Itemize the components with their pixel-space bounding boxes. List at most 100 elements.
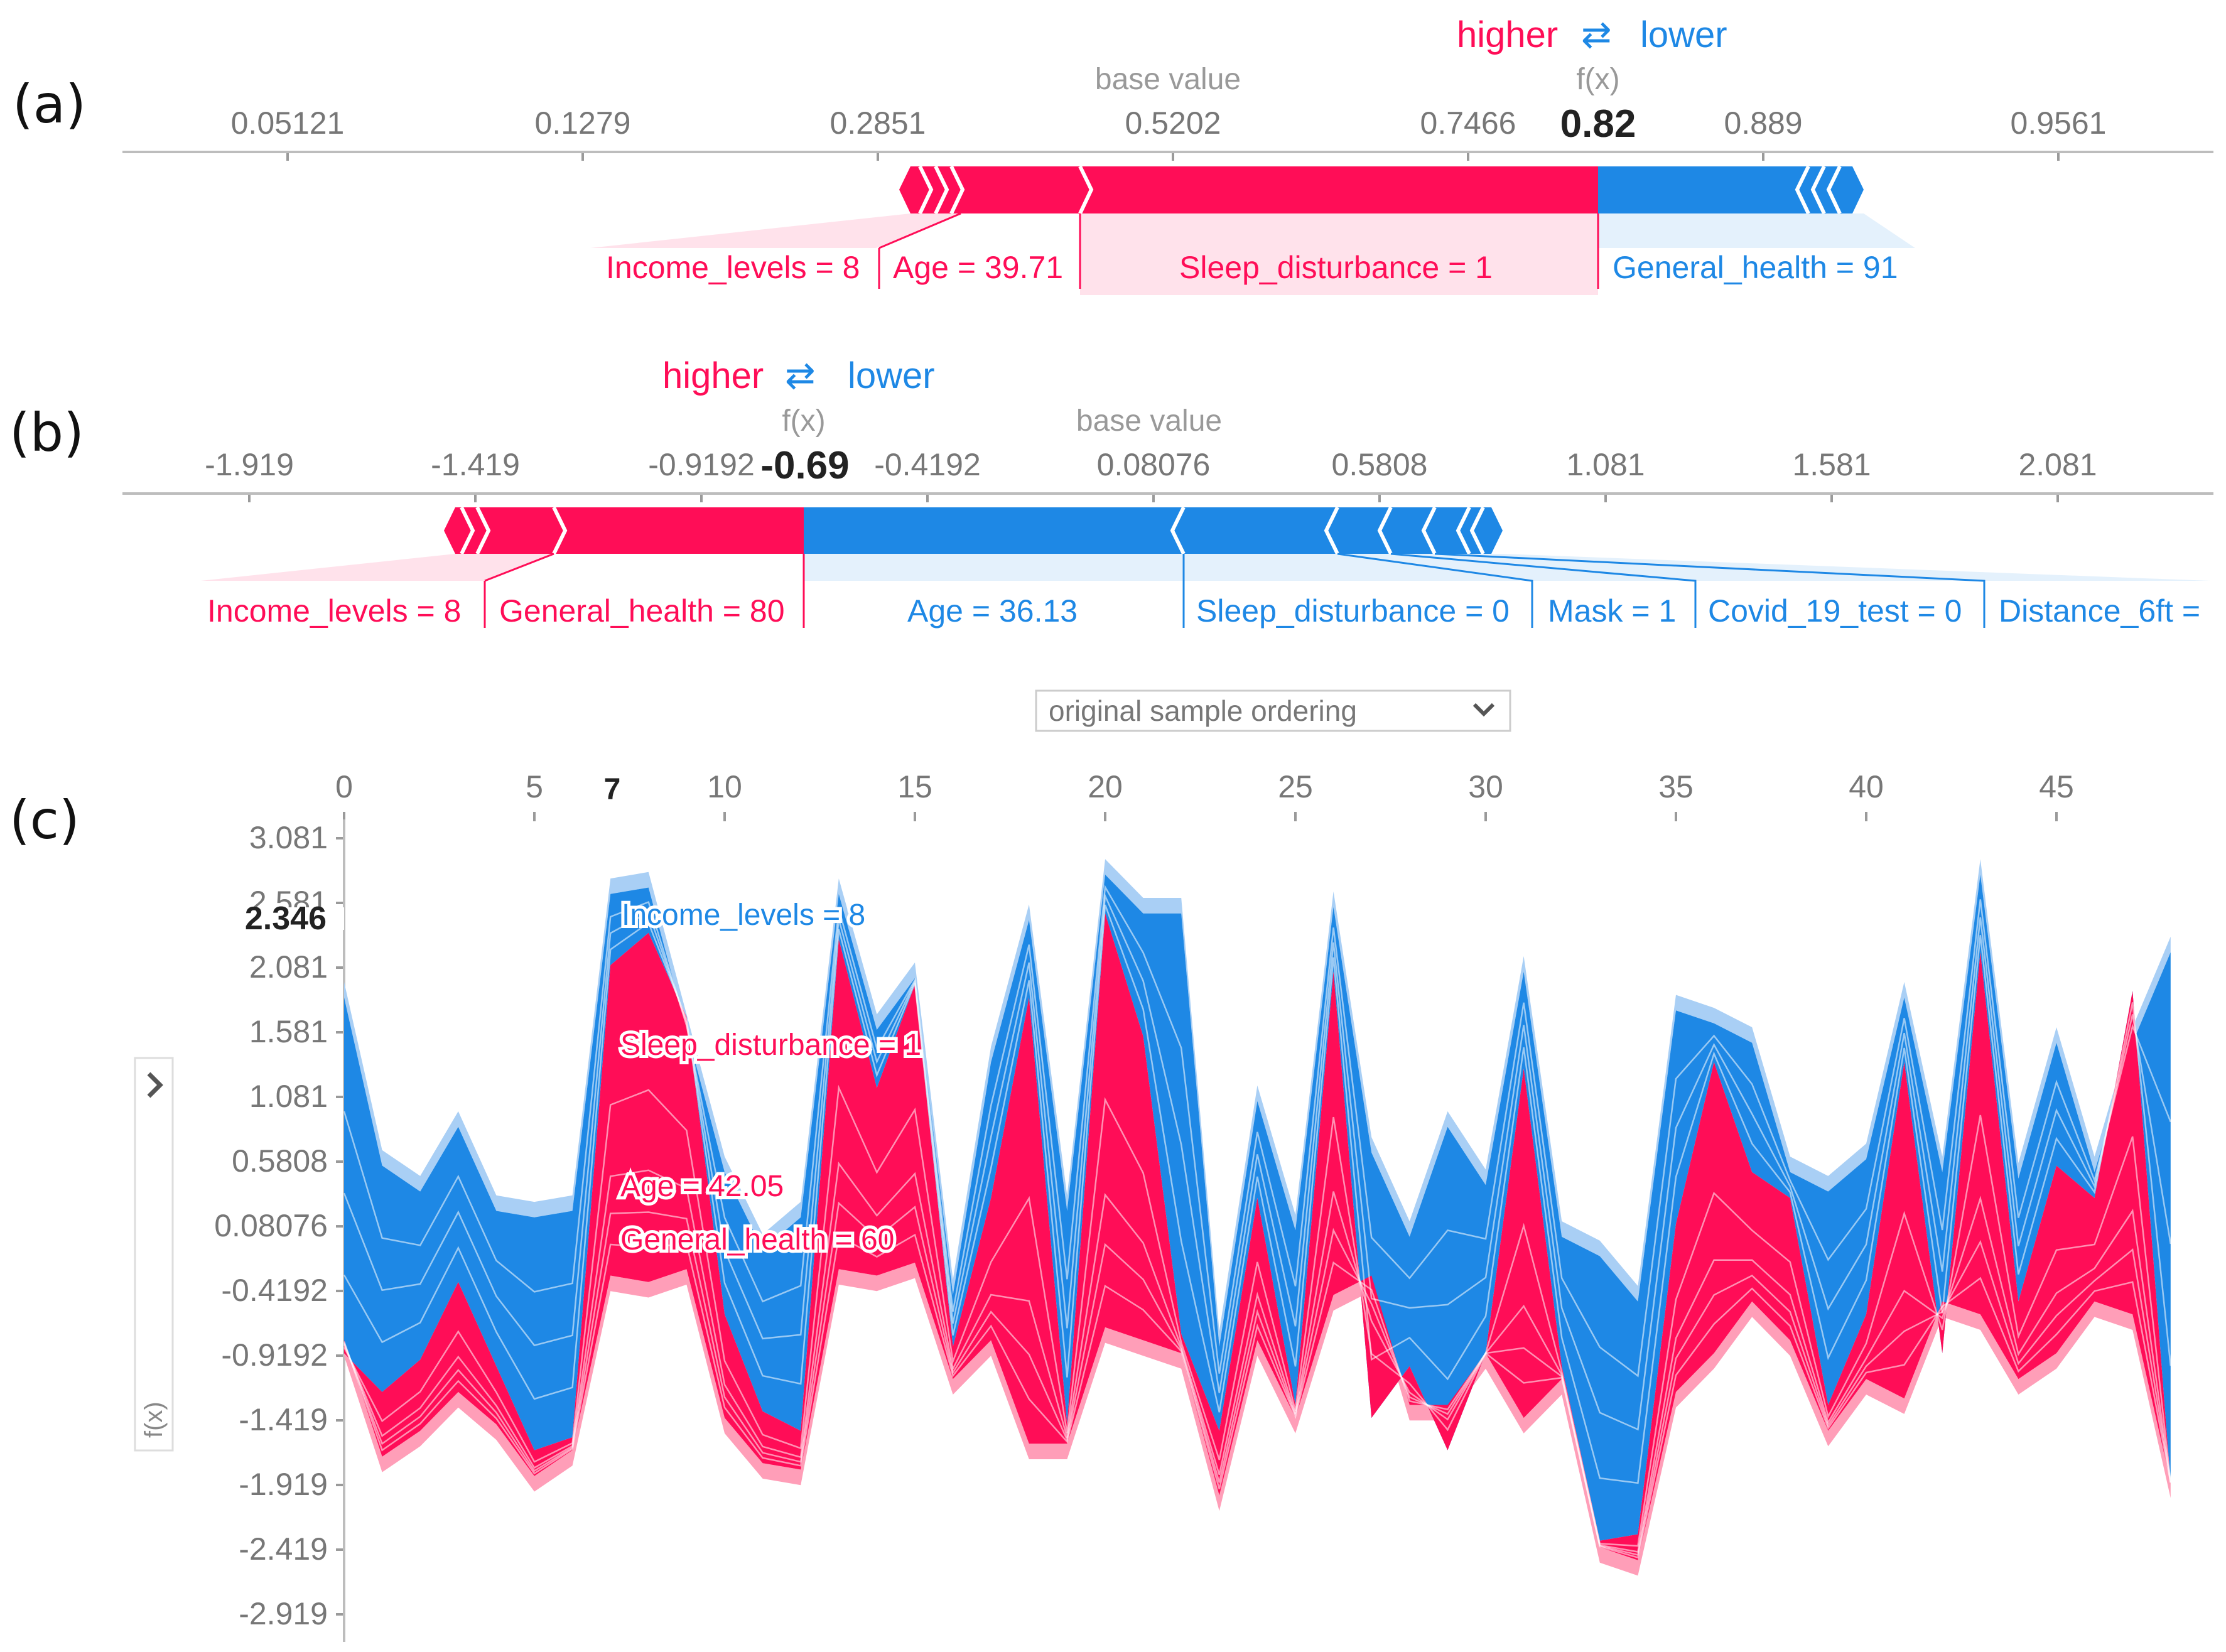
fx-value: 0.82 [1560,102,1636,146]
feature-label-income-levels: Income_levels = 8 [207,593,461,629]
force-bar-divider [1324,506,1339,555]
arrows-icon: ⇄ [785,355,816,396]
force-bar-chevron [460,506,475,555]
panel-a: (a) higher ⇄ lower base value f(x) 0.051… [13,14,2213,295]
y-tick-label: -1.419 [239,1402,328,1437]
base-value-label: base value [1095,63,1241,96]
lower-label: lower [848,355,935,396]
feature-label-sleep-disturbance: Sleep_disturbance = 1 [1179,250,1493,285]
highlight-sample-index: 7 [604,773,621,806]
feature-label-age: Age = 39.71 [893,250,1063,285]
hover-label-sleep-disturbance: Sleep_disturbance = 1 [620,1028,921,1062]
x-tick-label: 0.05121 [231,105,345,141]
higher-feature-separator [343,1233,2172,1559]
label-connector-line [1337,553,1533,628]
hover-label-age: Age = 42.05 [620,1170,784,1203]
side-panel-toggle[interactable]: f(x) [134,1057,174,1452]
label-connector-line [878,212,961,249]
x-tick-label: 1.081 [1566,447,1645,482]
lower-effect-area [344,874,2171,1541]
force-bar-chevron [1795,165,1810,215]
feature-label-mask: Mask = 1 [1548,593,1676,629]
y-tick-label: -0.4192 [221,1273,328,1308]
hover-label-general-health: General_health = 60 [620,1223,894,1256]
force-bar-higher-segment [444,507,804,554]
y-axis-title: f(x) [140,1401,168,1438]
higher-label: higher [1457,14,1558,55]
x-tick-label: 0.5808 [1332,447,1428,482]
x-tick-label: 15 [897,769,932,804]
lower-label: lower [1640,14,1727,55]
panel-b: (b) higher ⇄ lower base value f(x) -1.91… [9,355,2213,629]
force-bar [899,165,1864,215]
feature-label-covid-19-test: Covid_19_test = 0 [1708,593,1962,629]
x-axis-ticks: 0.05121 0.1279 0.2851 0.5202 0.7466 0.889 0.95… [231,105,2107,161]
label-connector-wedge [1080,213,1598,295]
y-tick-label: 0.08076 [214,1208,328,1243]
label-connector-line [1434,553,1986,628]
x-tick-label: 0.889 [1724,105,1802,141]
y-tick-label: -1.919 [239,1467,328,1502]
side-panel-box[interactable] [134,1057,174,1452]
chevron-down-icon[interactable] [1472,703,1495,717]
panel-label-c: (c) [9,789,80,851]
force-bar-divider [1078,165,1094,215]
x-tick-label: -1.919 [205,447,294,482]
panel-label-a: (a) [13,73,86,135]
x-tick-label: 0.5202 [1125,105,1221,141]
x-tick-label: 25 [1278,769,1313,804]
y-tick-label: 1.581 [249,1014,328,1049]
force-bar-lower-segment [1598,166,1864,213]
feature-label-general-health: General_health = 80 [499,593,785,629]
feature-label-sleep-disturbance: Sleep_disturbance = 0 [1196,593,1510,629]
lower-feature-separator [343,884,2171,1378]
higher-label: higher [662,355,764,396]
stacked-force-areas [343,859,2172,1576]
x-tick-label: 0.1279 [535,105,631,141]
force-bar-chevron [949,165,965,215]
lower-feature-separator [343,904,2172,1484]
chevron-right-icon[interactable] [147,1072,163,1098]
x-tick-label: 0.7466 [1420,105,1516,141]
base-value-label: base value [1076,404,1222,438]
y-tick-label: 1.081 [249,1079,328,1114]
force-bar-chevron [1456,506,1471,555]
y-tick-label: 3.081 [249,820,328,855]
label-connector-line [1390,553,1697,628]
force-bar-chevron [1826,165,1842,215]
arrows-icon: ⇄ [1581,14,1612,55]
force-bar-divider [552,506,568,555]
x-tick-label: 0.2851 [830,105,926,141]
force-bar [444,506,1503,555]
fx-label: f(x) [782,404,825,438]
higher-feature-separator [343,1201,2172,1556]
feature-label-general-health: General_health = 91 [1613,250,1898,285]
ordering-dropdown[interactable]: original sample ordering [1035,689,1511,732]
panel-c: (c) original sample ordering f(x) 0 5 10 15… [9,689,2172,1642]
force-bar-divider [1170,506,1186,555]
x-tick-label: 1.581 [1792,447,1871,482]
x-axis-ticks: -1.919 -1.419 -0.9192 -0.4192 0.08076 0.5808 1… [205,447,2097,502]
ordering-dropdown-box[interactable] [1035,689,1511,732]
x-tick-label: 40 [1849,769,1884,804]
y-tick-label: -2.419 [239,1531,328,1567]
hover-label-income-levels: Income_levels = 8 [622,899,865,932]
force-bar-chevron [918,165,934,215]
x-tick-label: 20 [1088,769,1123,804]
x-tick-label: 0 [335,769,353,804]
fx-label: f(x) [1576,63,1619,96]
y-axis-ticks: 3.0812.5812.0811.5811.0810.58080.08076-0… [214,820,344,1631]
x-axis-ticks: 0 5 10 15 20 25 30 35 40 45 [335,769,2074,821]
x-tick-label: 10 [707,769,742,804]
force-bar-lower-segment [804,507,1503,554]
x-tick-label: -0.4192 [874,447,981,482]
force-bar-chevron [934,165,949,215]
x-tick-label: 0.9561 [2011,105,2107,141]
y-tick-label: -2.919 [239,1596,328,1631]
x-tick-label: 2.081 [2018,447,2097,482]
highlight-fx-value: 2.346 [245,900,327,937]
label-connector-line [484,553,554,582]
ordering-dropdown-value: original sample ordering [1049,694,1357,727]
hover-labels: Income_levels = 8 Sleep_disturbance = 1 … [617,895,924,1260]
